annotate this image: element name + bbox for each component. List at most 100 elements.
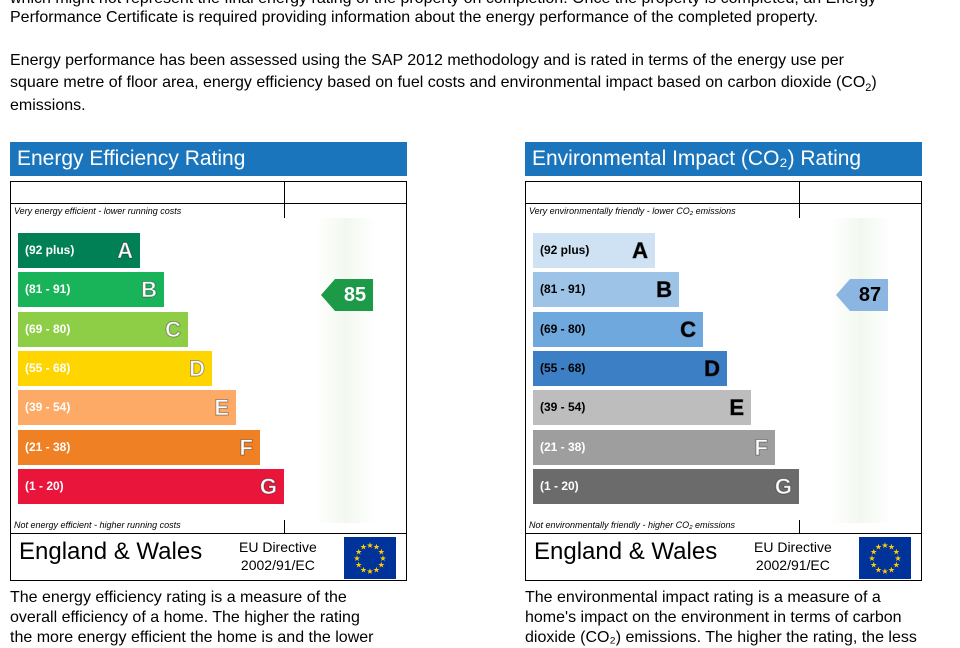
- rating-band-d: (55 - 68) D: [533, 350, 727, 386]
- energy-desc-line-1: The energy efficiency rating is a measur…: [10, 589, 347, 606]
- energy-efficiency-title: Energy Efficiency Rating: [10, 142, 407, 176]
- svg-text:★: ★: [378, 548, 385, 557]
- eu-directive-line-2: 2002/91/EC: [755, 557, 830, 573]
- svg-text:★: ★: [378, 561, 385, 570]
- rating-band-f: (21 - 38) F: [18, 429, 260, 465]
- svg-text:★: ★: [881, 541, 888, 550]
- svg-text:★: ★: [355, 548, 362, 557]
- band-letter: G: [259, 473, 277, 499]
- svg-text:★: ★: [355, 561, 362, 570]
- eu-flag-icon: ★ ★ ★ ★ ★ ★ ★ ★ ★ ★ ★ ★: [344, 537, 396, 579]
- band-range: (69 - 80): [540, 321, 586, 336]
- intro-line-4: square metre of floor area, energy effic…: [10, 72, 877, 99]
- svg-text:★: ★: [373, 543, 380, 552]
- current-rating-value: 85: [343, 284, 367, 306]
- score-column: [831, 218, 891, 523]
- environmental-impact-table: Very environmentally friendly - lower CO…: [525, 181, 922, 581]
- region-label: England & Wales: [534, 538, 718, 565]
- environmental-desc-line-3: dioxide (CO₂) emissions. The higher the …: [525, 629, 917, 646]
- environmental-impact-description: The environmental impact rating is a mea…: [525, 588, 917, 648]
- energy-desc-line-3: the more energy efficient the home is an…: [10, 629, 374, 646]
- svg-text:★: ★: [875, 543, 882, 552]
- svg-text:★: ★: [870, 561, 877, 570]
- band-letter: A: [117, 238, 134, 264]
- rating-band-b: (81 - 91) B: [18, 272, 164, 308]
- intro-line-5: emissions.: [10, 97, 86, 114]
- band-range: (1 - 20): [540, 478, 579, 493]
- environmental-impact-chart: Environmental Impact (CO₂) Rating: [525, 142, 922, 176]
- svg-text:★: ★: [888, 565, 895, 574]
- band-range: (55 - 68): [25, 360, 71, 375]
- svg-text:★: ★: [373, 565, 380, 574]
- environmental-desc-line-1: The environmental impact rating is a mea…: [525, 589, 881, 606]
- svg-text:★: ★: [881, 567, 888, 576]
- rating-band-d: (55 - 68) D: [18, 350, 212, 386]
- column-divider-current: [799, 182, 800, 218]
- svg-text:★: ★: [360, 543, 367, 552]
- band-letter: F: [239, 434, 253, 460]
- eu-directive-line-2: 2002/91/EC: [240, 557, 315, 573]
- current-rating-arrow: 85: [321, 279, 373, 311]
- band-letter: D: [704, 355, 721, 381]
- column-divider-current: [284, 182, 285, 218]
- bottom-label: Not environmentally friendly - higher CO…: [529, 520, 736, 530]
- band-range: (55 - 68): [540, 360, 586, 375]
- band-range: (21 - 38): [25, 439, 71, 454]
- footer-divider: [11, 533, 406, 534]
- svg-text:★: ★: [868, 554, 875, 563]
- eu-directive: EU Directive 2002/91/EC: [754, 538, 832, 574]
- band-letter: D: [189, 355, 206, 381]
- band-letter: C: [165, 316, 182, 342]
- svg-text:★: ★: [870, 548, 877, 557]
- eu-directive: EU Directive 2002/91/EC: [239, 538, 317, 574]
- svg-text:★: ★: [353, 554, 360, 563]
- band-letter: C: [680, 316, 697, 342]
- header-divider: [11, 203, 406, 204]
- svg-text:★: ★: [366, 541, 373, 550]
- band-range: (1 - 20): [25, 478, 64, 493]
- svg-text:★: ★: [875, 565, 882, 574]
- eu-directive-line-1: EU Directive: [754, 539, 832, 555]
- rating-band-b: (81 - 91) B: [533, 272, 679, 308]
- footer-divider: [526, 533, 921, 534]
- intro-line-2: Performance Certificate is required prov…: [10, 9, 819, 26]
- top-label: Very environmentally friendly - lower CO…: [529, 206, 736, 216]
- band-letter: E: [214, 395, 230, 421]
- rating-band-f: (21 - 38) F: [533, 429, 775, 465]
- rating-band-e: (39 - 54) E: [18, 390, 236, 426]
- rating-band-a: (92 plus) A: [533, 233, 655, 268]
- environmental-impact-title: Environmental Impact (CO₂) Rating: [525, 142, 922, 176]
- rating-band-c: (69 - 80) C: [533, 311, 703, 347]
- intro-line-4-text: square metre of floor area, energy effic…: [10, 74, 866, 91]
- band-letter: B: [656, 277, 673, 303]
- eu-flag-icon: ★ ★ ★ ★ ★ ★ ★ ★ ★ ★ ★ ★: [859, 537, 911, 579]
- band-letter: G: [774, 473, 792, 499]
- bottom-label: Not energy efficient - higher running co…: [14, 520, 181, 530]
- band-range: (92 plus): [540, 243, 590, 257]
- energy-desc-line-2: overall efficiency of a home. The higher…: [10, 609, 360, 626]
- svg-text:★: ★: [894, 554, 901, 563]
- intro-line-4-close: ): [871, 74, 877, 91]
- band-range: (39 - 54): [540, 400, 586, 415]
- rating-band-g: (1 - 20) G: [18, 468, 284, 504]
- energy-efficiency-chart: Energy Efficiency Rating: [10, 142, 407, 176]
- band-range: (81 - 91): [540, 282, 586, 297]
- svg-text:★: ★: [379, 554, 386, 563]
- energy-efficiency-description: The energy efficiency rating is a measur…: [10, 588, 373, 648]
- current-rating-value: 87: [858, 284, 882, 306]
- band-range: (92 plus): [25, 243, 75, 257]
- band-letter: F: [754, 434, 768, 460]
- column-divider-footer: [799, 520, 800, 533]
- svg-text:★: ★: [366, 567, 373, 576]
- band-range: (39 - 54): [25, 400, 71, 415]
- band-letter: E: [729, 395, 745, 421]
- rating-band-a: (92 plus) A: [18, 233, 140, 268]
- band-letter: B: [141, 277, 158, 303]
- column-divider-footer: [284, 520, 285, 533]
- band-range: (21 - 38): [540, 439, 586, 454]
- current-rating-arrow: 87: [836, 279, 888, 311]
- svg-text:★: ★: [360, 565, 367, 574]
- svg-text:★: ★: [888, 543, 895, 552]
- svg-text:★: ★: [893, 548, 900, 557]
- header-divider: [526, 203, 921, 204]
